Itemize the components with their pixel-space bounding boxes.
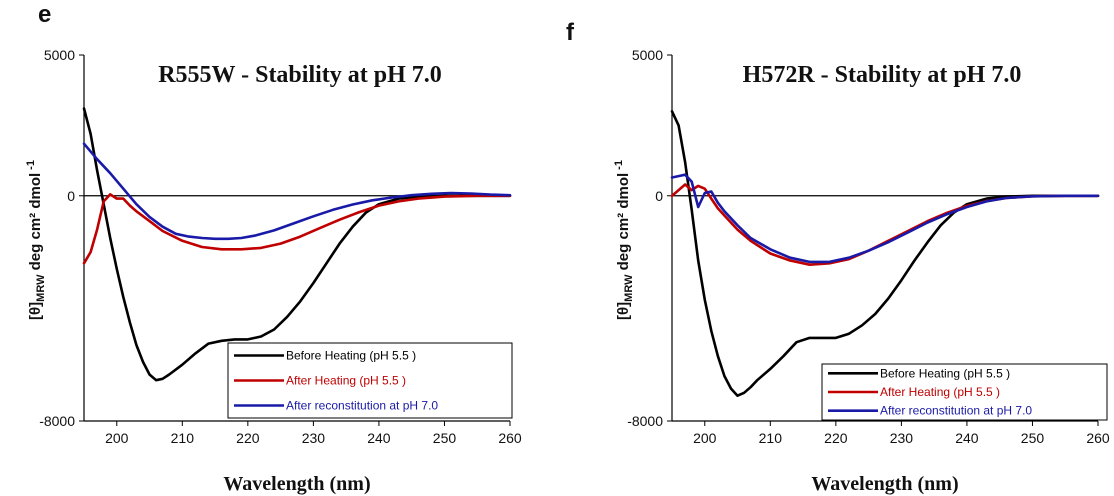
x-tick-label: 200 <box>693 430 717 446</box>
panel-letter: f <box>566 19 575 46</box>
legend-label-1: Before Heating (pH 5.5 ) <box>880 366 1010 380</box>
x-tick-label: 260 <box>1086 430 1110 446</box>
series-line-1 <box>670 110 1100 398</box>
x-tick-label: 230 <box>890 430 914 446</box>
x-tick-label: 220 <box>824 430 848 446</box>
y-label-superscript: -1 <box>613 160 625 170</box>
x-tick-label: 250 <box>433 430 457 446</box>
x-tick-label: 200 <box>105 430 129 446</box>
y-tick-label: 0 <box>67 188 75 204</box>
y-axis-label: [θ]MRW deg cm² dmol -1 <box>613 160 635 320</box>
x-axis-label: Wavelength (nm) <box>223 473 370 495</box>
series-line-3 <box>82 142 512 241</box>
chart-panel-e: e 200 210 220 230 240 250 260 5000 0 -8000 R555W - … <box>25 1 522 495</box>
series-line-3 <box>670 173 1100 264</box>
x-tick-label: 220 <box>236 430 260 446</box>
y-label-main: [θ] <box>615 302 632 320</box>
chart-panel-f: f 200 210 220 230 240 250 260 5000 0 -8000 H572R - … <box>566 19 1110 495</box>
x-tick-label: 240 <box>367 430 391 446</box>
y-tick-label: -8000 <box>627 413 663 429</box>
legend-label-2: After Heating (pH 5.5 ) <box>880 385 1000 399</box>
panel-letter: e <box>38 1 51 28</box>
y-tick-label: 0 <box>655 188 663 204</box>
legend: Before Heating (pH 5.5 ) After Heating (p… <box>821 363 1108 421</box>
x-axis-label: Wavelength (nm) <box>811 473 958 495</box>
chart-title: R555W - Stability at pH 7.0 <box>158 62 442 88</box>
series-line-2 <box>82 193 512 265</box>
x-tick-label: 210 <box>759 430 783 446</box>
x-tick-label: 260 <box>498 430 522 446</box>
y-label-subscript: MRW <box>623 274 635 302</box>
y-label-superscript: -1 <box>25 160 37 170</box>
legend-label-3: After reconstitution at pH 7.0 <box>286 399 438 413</box>
y-label-units: deg cm² dmol <box>27 173 44 275</box>
legend-label-1: Before Heating (pH 5.5 ) <box>286 349 416 363</box>
chart-title: H572R - Stability at pH 7.0 <box>743 62 1022 88</box>
x-tick-label: 250 <box>1021 430 1045 446</box>
y-tick-label: -8000 <box>39 413 75 429</box>
y-tick-label: 5000 <box>632 47 663 63</box>
legend: Before Heating (pH 5.5 ) After Heating (p… <box>227 342 513 419</box>
y-tick-label: 5000 <box>44 47 75 63</box>
x-tick-label: 240 <box>955 430 979 446</box>
y-label-units: deg cm² dmol <box>615 173 632 275</box>
y-label-subscript: MRW <box>35 274 47 302</box>
y-label-main: [θ] <box>27 302 44 320</box>
y-axis-label: [θ]MRW deg cm² dmol -1 <box>25 160 47 320</box>
legend-label-2: After Heating (pH 5.5 ) <box>286 374 406 388</box>
x-tick-label: 210 <box>171 430 195 446</box>
legend-label-3: After reconstitution at pH 7.0 <box>880 404 1032 418</box>
series-line-1 <box>82 107 512 382</box>
x-tick-label: 230 <box>302 430 326 446</box>
